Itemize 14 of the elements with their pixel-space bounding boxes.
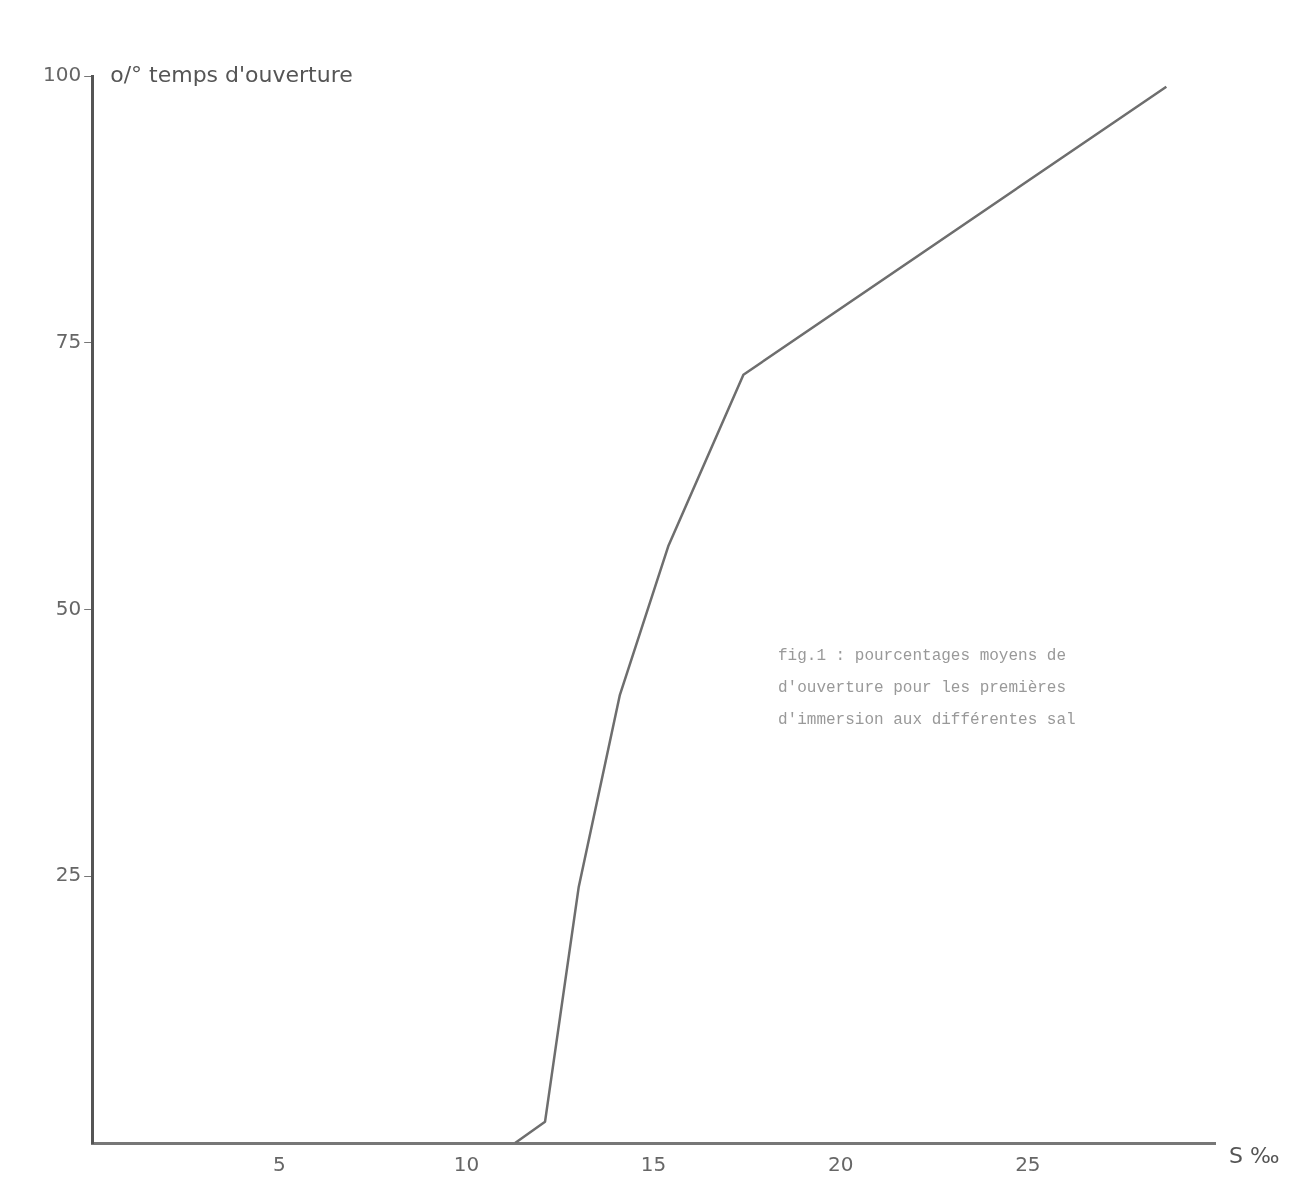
- x-tick-label: 20: [828, 1152, 854, 1177]
- x-tick-label: 5: [272, 1152, 286, 1177]
- y-axis-title: o/° temps d'ouverture: [110, 61, 353, 87]
- x-tick-label: 10: [453, 1152, 480, 1177]
- annotation: d'ouverture pour les premières: [778, 678, 1068, 699]
- x-axis-title: S ‰: [1229, 1142, 1280, 1168]
- annotation: fig.1 : pourcentages moyens de: [778, 646, 1068, 667]
- x-tick-label: 15: [640, 1152, 667, 1177]
- y-tick-label: 100: [42, 62, 82, 87]
- x-tick-label: 25: [1015, 1152, 1041, 1177]
- annotation: d'immersion aux différentes sal: [778, 710, 1076, 731]
- y-tick-label: 25: [55, 862, 82, 887]
- y-tick-label: 50: [55, 595, 82, 620]
- y-tick-label: 75: [55, 328, 82, 353]
